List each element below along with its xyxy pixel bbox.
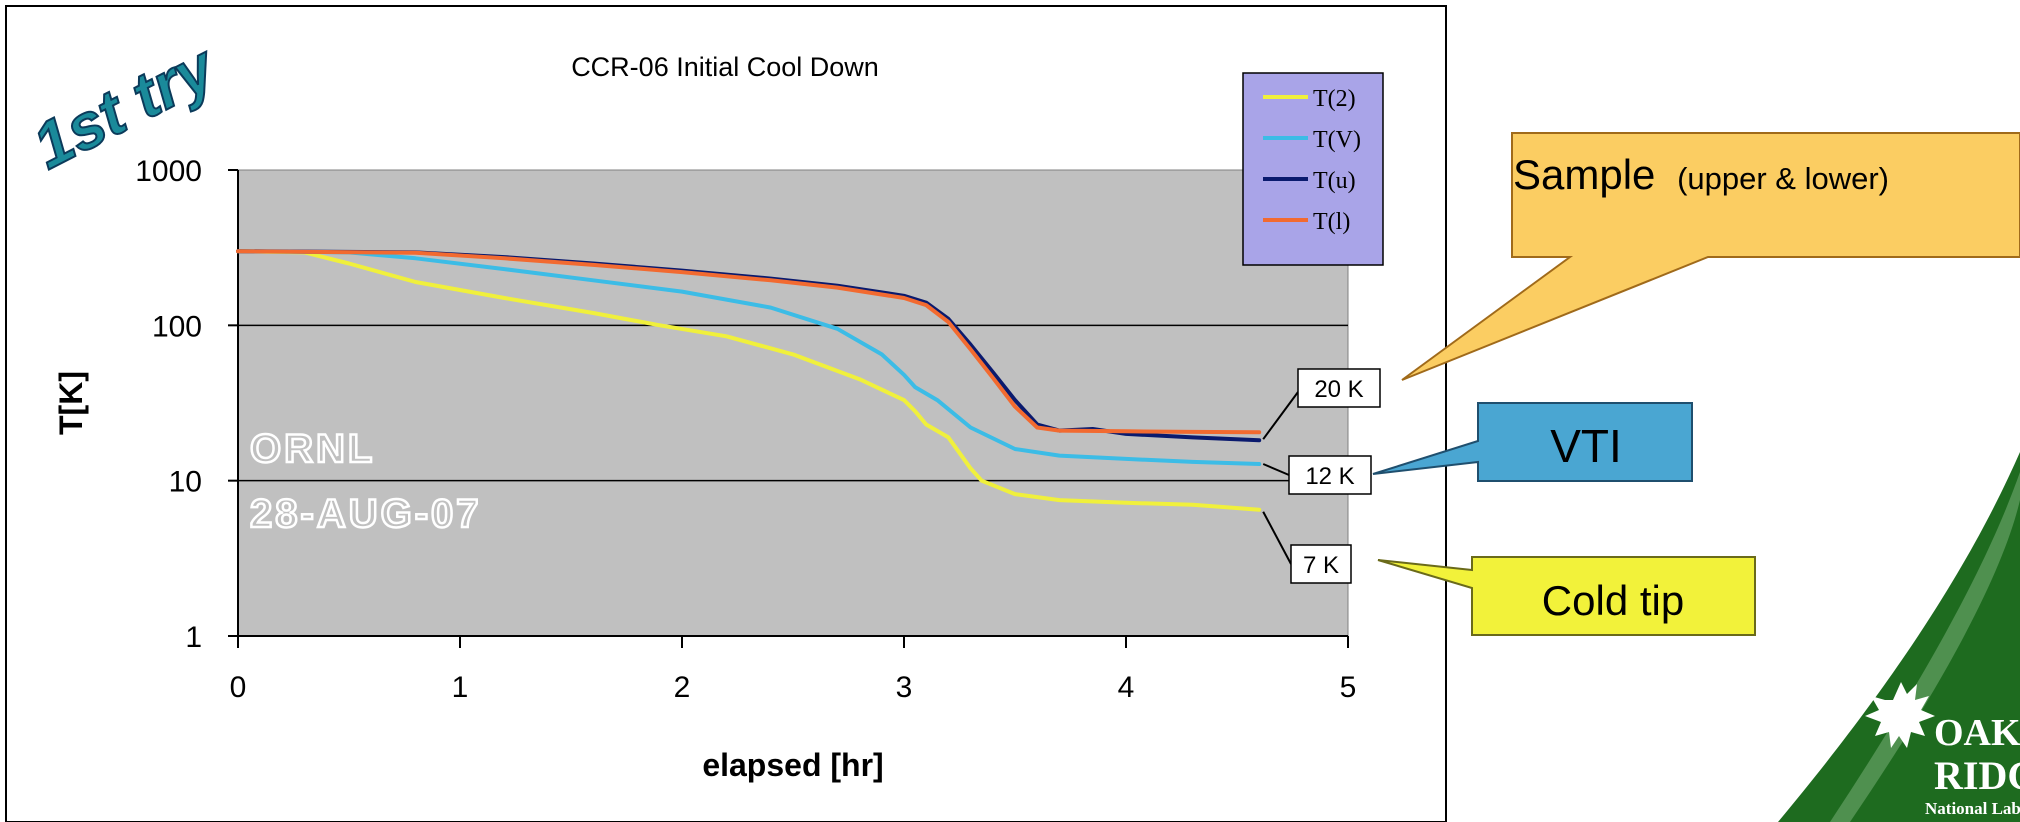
vti-callout-title: VTI	[1550, 420, 1622, 472]
logo-text-oak: OAK	[1934, 712, 2020, 754]
cold-tip-callout: Cold tip	[1377, 556, 1756, 636]
x-tick-label: 4	[1118, 671, 1135, 704]
logo-text-ridge: RIDGE	[1934, 753, 2020, 798]
oak-ridge-logo: OAK RIDGE National Laboratory	[1865, 682, 2020, 818]
series-line-T(l)	[236, 249, 1262, 435]
x-tick-label: 1	[452, 671, 469, 704]
plot-area	[237, 169, 1349, 637]
y-axis-label: T[K]	[53, 371, 89, 435]
annotations: 20 K 12 K 7 K	[1262, 368, 1381, 584]
legend-label-T(l): T(l)	[1313, 209, 1350, 235]
sample-callout: Sample (upper & lower)	[1401, 132, 2020, 381]
watermark-line-1: ORNL	[250, 427, 375, 471]
logo-text-national: National Laboratory	[1925, 799, 2020, 818]
annotation-box-3	[1290, 544, 1352, 584]
cold-tip-callout-shape	[1377, 556, 1756, 636]
watermark-line-2: 28-AUG-07	[250, 492, 482, 536]
legend-box	[1242, 72, 1384, 266]
legend-label-T(V): T(V)	[1313, 127, 1361, 153]
y-tick-label: 10	[169, 466, 202, 499]
y-tick-label: 1	[185, 621, 202, 654]
annotation-label-2: 12 K	[1305, 463, 1354, 490]
oak-leaf-icon	[1865, 682, 1935, 748]
grid-lines	[238, 324, 1348, 482]
vti-callout: VTI	[1372, 402, 1693, 482]
x-tick-label: 3	[896, 671, 913, 704]
legend: T(2) T(V) T(u) T(l)	[1242, 72, 1384, 266]
series-line-T(2)	[236, 249, 1262, 512]
annotation-leader-3	[1262, 511, 1292, 565]
y-tick-label: 1000	[135, 155, 202, 188]
series-line-T(V)	[236, 249, 1262, 466]
annotation-leader-1	[1262, 391, 1299, 440]
annotation-leader-2	[1262, 463, 1290, 476]
annotation-box-2	[1288, 455, 1372, 495]
annotation-box-1	[1297, 368, 1381, 408]
x-tick-label: 2	[674, 671, 691, 704]
x-tick-label: 0	[230, 671, 247, 704]
annotation-label-1: 20 K	[1314, 376, 1363, 403]
chart-title: CCR-06 Initial Cool Down	[571, 52, 879, 82]
legend-label-T(u): T(u)	[1313, 168, 1356, 194]
x-tick-label: 5	[1340, 671, 1357, 704]
annotation-label-3: 7 K	[1303, 552, 1339, 579]
y-tick-label: 100	[152, 310, 202, 343]
legend-label-T(2): T(2)	[1313, 86, 1356, 112]
green-swoosh	[1778, 452, 2020, 822]
sample-callout-title: Sample	[1513, 151, 1655, 198]
x-axis-label: elapsed [hr]	[702, 747, 883, 783]
series-lines	[236, 249, 1262, 512]
sample-callout-shape	[1401, 132, 2020, 381]
svg-text:Sample (upper & lower): Sample (upper & lower)	[1513, 151, 1889, 198]
cold-tip-callout-title: Cold tip	[1542, 577, 1684, 624]
vti-callout-shape	[1372, 402, 1693, 482]
sample-callout-subtitle: (upper & lower)	[1677, 161, 1889, 196]
